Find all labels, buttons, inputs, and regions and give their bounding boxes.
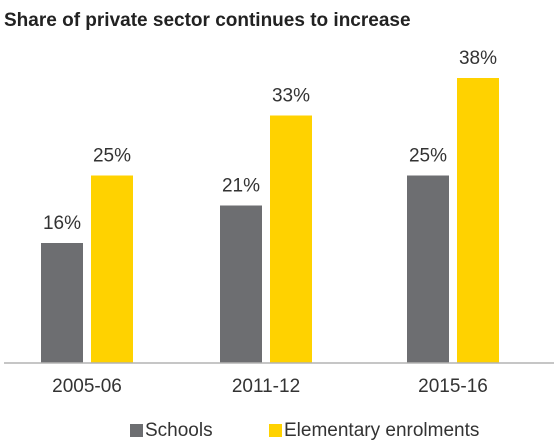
legend: Schools Elementary enrolments xyxy=(130,420,479,441)
bar-schools-2005-06 xyxy=(41,243,83,363)
bar-elementary-enrolments-2015-16 xyxy=(457,78,499,363)
legend-swatch-elementary-enrolments xyxy=(269,424,282,437)
bar-elementary-enrolments-2011-12 xyxy=(270,115,312,363)
legend-swatch-schools xyxy=(130,424,143,437)
data-label-schools-2015-16: 25% xyxy=(409,146,447,167)
bars-group xyxy=(41,78,499,363)
bar-schools-2015-16 xyxy=(407,175,449,363)
legend-label-schools: Schools xyxy=(145,420,213,441)
data-label-schools-2005-06: 16% xyxy=(43,213,81,234)
x-tick-label-2015-16: 2015-16 xyxy=(418,376,488,397)
x-tick-labels: 2005-06 2011-12 2015-16 xyxy=(52,376,488,397)
data-label-elementary-enrolments-2005-06: 25% xyxy=(93,146,131,167)
data-labels-group: 16% 25% 21% 33% 25% 38% xyxy=(43,48,497,234)
data-label-elementary-enrolments-2011-12: 33% xyxy=(272,86,310,107)
chart-title: Share of private sector continues to inc… xyxy=(4,10,411,31)
bar-elementary-enrolments-2005-06 xyxy=(91,175,133,363)
bar-schools-2011-12 xyxy=(220,205,262,363)
data-label-schools-2011-12: 21% xyxy=(222,176,260,197)
data-label-elementary-enrolments-2015-16: 38% xyxy=(459,48,497,69)
x-tick-label-2011-12: 2011-12 xyxy=(232,376,300,397)
legend-label-elementary-enrolments: Elementary enrolments xyxy=(284,420,479,441)
x-tick-label-2005-06: 2005-06 xyxy=(52,376,122,397)
